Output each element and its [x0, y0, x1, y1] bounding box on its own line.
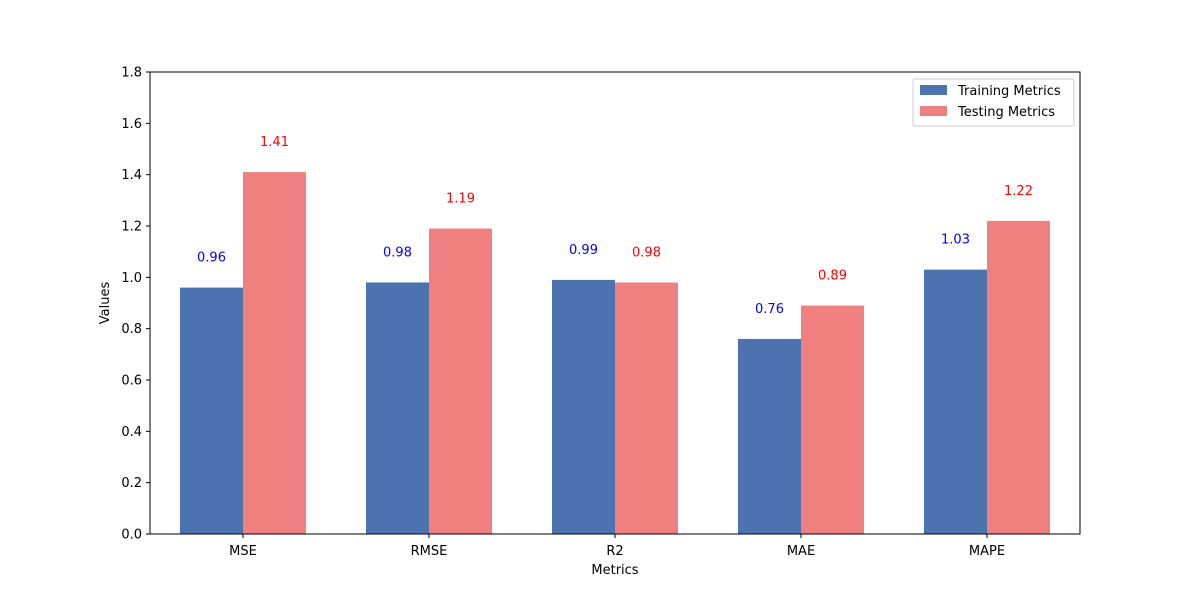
bar-training-r2 — [552, 279, 615, 534]
plot-frame — [149, 71, 1081, 535]
legend-label-testing: Testing Metrics — [957, 105, 1055, 120]
bar-testing-mae — [801, 305, 864, 534]
data-labels-layer: 0.96 0.98 0.99 0.76 1.03 1.41 1.19 0.98 0.89 1.22 — [197, 135, 1033, 317]
bar-testing-mape — [987, 220, 1050, 534]
data-label-testing-mape: 1.22 — [1004, 184, 1033, 199]
y-tick-label: 0.0 — [121, 528, 142, 543]
x-tick-label-r2: R2 — [606, 544, 623, 559]
y-axis-label: Values — [98, 282, 113, 325]
y-tick-label: 1.4 — [121, 168, 142, 183]
bar-training-rmse — [366, 282, 429, 534]
bar-training-mae — [738, 338, 801, 534]
x-tick-label-rmse: RMSE — [411, 544, 448, 559]
y-tick-label: 0.4 — [121, 425, 142, 440]
legend: Training Metrics Testing Metrics — [912, 78, 1075, 127]
x-tick-label-mse: MSE — [229, 544, 257, 559]
y-tick-label: 1.0 — [121, 271, 142, 286]
data-label-training-r2: 0.99 — [569, 243, 598, 258]
bar-training-mse — [180, 287, 243, 534]
y-tick-label: 0.2 — [121, 476, 142, 491]
x-axis-label: Metrics — [591, 563, 638, 578]
data-label-training-rmse: 0.98 — [383, 245, 412, 260]
data-label-testing-r2: 0.98 — [632, 245, 661, 260]
bar-testing-rmse — [429, 228, 492, 535]
data-label-training-mape: 1.03 — [941, 233, 970, 248]
x-tick-label-mape: MAPE — [969, 544, 1005, 559]
bar-training-mape — [924, 269, 987, 534]
y-tick-label: 1.6 — [121, 117, 142, 132]
data-label-testing-rmse: 1.19 — [446, 192, 475, 207]
data-label-training-mse: 0.96 — [197, 251, 226, 266]
y-tick-label: 1.8 — [121, 66, 142, 81]
bar-testing-mse — [243, 172, 306, 534]
legend-box — [912, 78, 1075, 127]
bars-layer — [180, 172, 1050, 535]
y-tick-label: 1.2 — [121, 220, 142, 235]
y-tick-label: 0.8 — [121, 322, 142, 337]
y-axis: 0.0 0.2 0.4 0.6 0.8 1.0 1.2 1.4 1.6 1.8 — [121, 66, 150, 543]
legend-swatch-training — [920, 85, 947, 95]
x-tick-label-mae: MAE — [787, 544, 815, 559]
data-label-testing-mae: 0.89 — [818, 269, 847, 284]
data-label-testing-mse: 1.41 — [260, 135, 289, 150]
data-label-training-mae: 0.76 — [755, 302, 784, 317]
bar-testing-r2 — [615, 282, 678, 534]
x-axis: MSE RMSE R2 MAE MAPE — [229, 534, 1005, 559]
legend-label-training: Training Metrics — [957, 84, 1061, 99]
legend-swatch-testing — [920, 106, 947, 116]
y-tick-label: 0.6 — [121, 374, 142, 389]
